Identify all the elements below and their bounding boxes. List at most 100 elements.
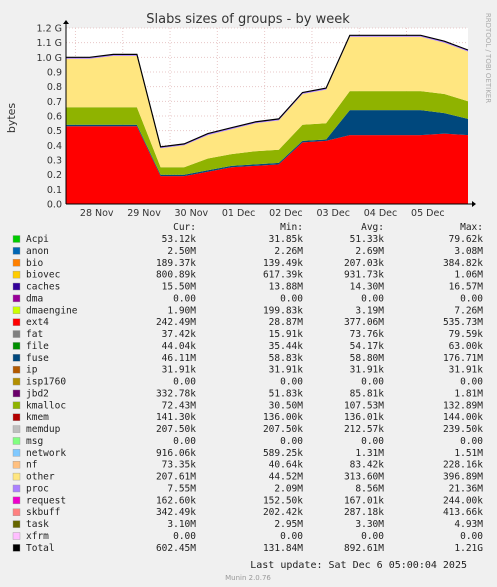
legend-swatch (12, 496, 21, 505)
legend-name: Acpi (26, 234, 49, 245)
legend-value: 1.06M (454, 270, 483, 281)
legend-value: 0.00 (280, 377, 303, 388)
legend-swatch (12, 389, 21, 398)
y-tick-label: 0.1 (47, 185, 62, 196)
legend-value: 83.42k (350, 460, 385, 471)
legend-value: 107.53M (344, 400, 384, 411)
legend-value: 0.00 (173, 436, 196, 447)
legend-value: 0.00 (460, 436, 483, 447)
legend-value: 332.78k (156, 388, 196, 399)
legend-value: 0.00 (460, 293, 483, 304)
legend-swatch (12, 282, 21, 291)
y-tick-label: 0.6 (47, 112, 62, 123)
legend-value: 31.91k (350, 365, 385, 376)
legend-value: 58.80M (350, 353, 385, 364)
legend-value: 51.33k (350, 234, 385, 245)
legend-name: anon (26, 246, 49, 257)
legend-value: 377.06M (344, 317, 384, 328)
legend-header: Avg: (361, 222, 384, 233)
y-tick-label: 0.5 (47, 126, 62, 137)
legend-value: 40.64k (269, 460, 304, 471)
legend-swatch (12, 247, 21, 255)
area-fuse (66, 110, 468, 177)
legend-swatch (12, 401, 21, 410)
legend-value: 13.88M (269, 282, 304, 293)
legend-value: 202.42k (263, 507, 303, 518)
legend-swatch (12, 437, 21, 445)
legend-name: skbuff (26, 507, 60, 518)
legend-value: 3.30M (355, 519, 384, 530)
x-tick-label: 01 Dec (222, 208, 256, 219)
legend-value: 131.84M (263, 543, 303, 554)
x-tick-label: 04 Dec (364, 208, 398, 219)
y-tick-label: 0.3 (47, 156, 62, 167)
legend-value: 3.19M (355, 305, 384, 316)
legend-value: 199.83k (263, 305, 303, 316)
legend-value: 800.89k (156, 270, 196, 281)
legend-value: 3.10M (167, 519, 196, 530)
legend-value: 396.89M (443, 472, 483, 483)
legend-name: proc (26, 483, 49, 494)
legend-value: 144.00k (443, 412, 483, 423)
legend-value: 28.87M (269, 317, 304, 328)
legend-name: kmem (26, 412, 49, 423)
area-other (66, 36, 468, 168)
legend-value: 31.91k (162, 365, 197, 376)
legend-value: 602.45M (156, 543, 196, 554)
legend-swatch (12, 294, 21, 303)
legend-swatch (12, 365, 21, 374)
legend-value: 2.69M (355, 246, 384, 257)
legend-value: 228.16k (443, 460, 483, 471)
legend-value: 1.31M (355, 448, 384, 459)
legend-name: ext4 (26, 317, 49, 328)
last-update: Last update: Sat Dec 6 05:00:04 2025 (250, 560, 467, 571)
legend-name: dma (26, 293, 43, 304)
legend-swatch (12, 544, 21, 552)
legend-swatch (12, 306, 21, 314)
legend-value: 313.60M (344, 472, 384, 483)
legend-value: 0.00 (361, 436, 384, 447)
y-tick-label: 0.4 (47, 141, 62, 152)
legend-value: 189.37k (156, 258, 196, 269)
legend-table: Cur: Min: Avg: Max: Acpi 53.12k 31.85k 51.33k 79… (12, 222, 484, 554)
legend-value: 207.03k (344, 258, 384, 269)
legend-swatch (12, 354, 21, 362)
legend-value: 21.36M (449, 483, 484, 494)
legend-value: 1.21G (454, 543, 483, 554)
legend-value: 892.61M (344, 543, 384, 554)
legend-name: isp1760 (26, 377, 66, 388)
legend-value: 0.00 (361, 531, 384, 542)
legend-swatch (12, 484, 21, 493)
legend-header: Min: (280, 222, 303, 233)
legend-value: 79.62k (449, 234, 484, 245)
legend-value: 239.50k (443, 424, 483, 435)
legend-swatch (12, 270, 21, 279)
legend-value: 413.66k (443, 507, 483, 518)
legend-value: 46.11M (162, 353, 197, 364)
legend-swatch (12, 342, 21, 350)
legend-name: memdup (26, 424, 61, 435)
legend-name: fat (26, 329, 43, 340)
legend-value: 916.06k (156, 448, 196, 459)
legend-name: bio (26, 258, 43, 269)
legend-value: 2.09M (274, 483, 303, 494)
legend-value: 384.82k (443, 258, 483, 269)
legend-value: 176.71M (443, 353, 483, 364)
legend-name: dmaengine (26, 305, 78, 316)
legend-value: 16.57M (449, 282, 484, 293)
axes: 0.0 0.1 0.2 0.3 0.4 0.5 0.6 0.7 0.8 0.9 1.0 G 1.1 G… (37, 20, 476, 219)
footer: Munin 2.0.76 (225, 574, 271, 582)
legend-value: 30.50M (269, 400, 304, 411)
legend-value: 139.49k (263, 258, 303, 269)
legend-value: 0.00 (173, 293, 196, 304)
legend-value: 31.91k (269, 365, 304, 376)
x-tick-label: 05 Dec (411, 208, 445, 219)
legend-value: 931.73k (344, 270, 384, 281)
legend-value: 1.90M (167, 305, 196, 316)
legend-value: 162.60k (156, 495, 196, 506)
x-tick-label: 29 Nov (127, 208, 161, 219)
legend-value: 207.50k (263, 424, 303, 435)
legend-header: Cur: (173, 222, 196, 233)
legend-value: 0.00 (460, 377, 483, 388)
legend-value: 15.91k (269, 329, 304, 340)
